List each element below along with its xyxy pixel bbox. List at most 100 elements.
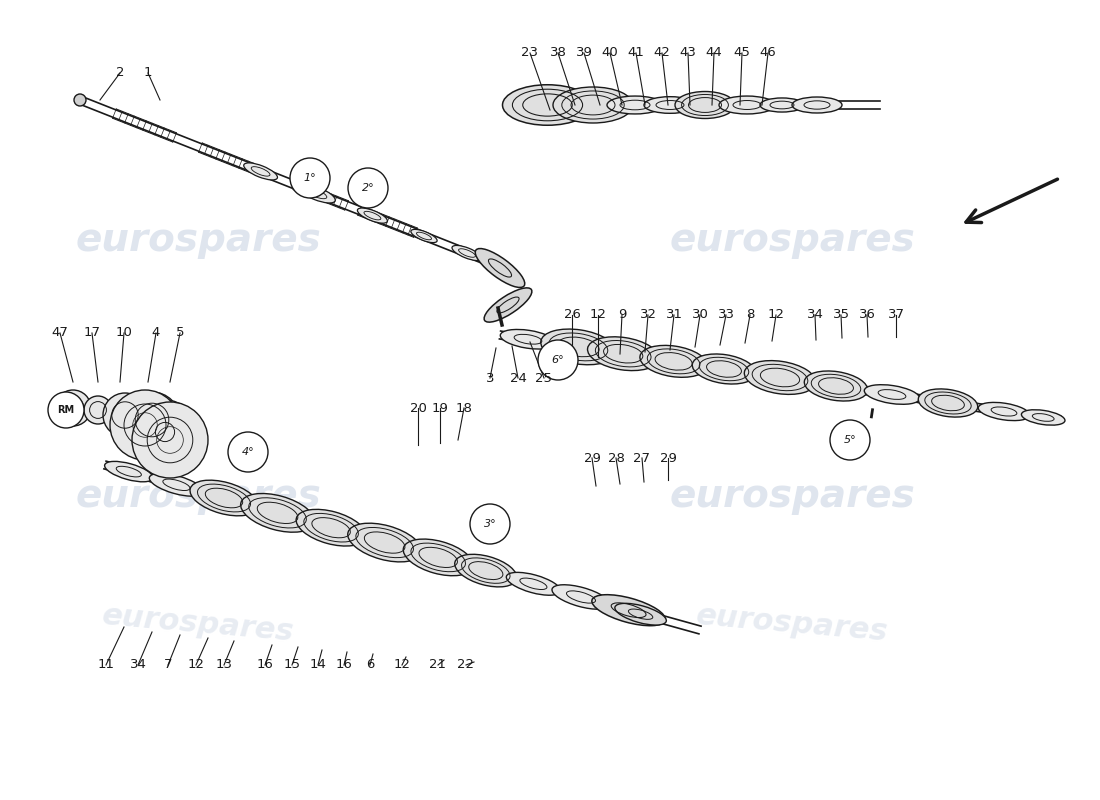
Ellipse shape	[644, 97, 696, 114]
Text: 47: 47	[52, 326, 68, 339]
Text: eurospares: eurospares	[101, 601, 295, 647]
Ellipse shape	[454, 554, 517, 587]
Ellipse shape	[404, 539, 473, 576]
Text: 24: 24	[509, 371, 527, 385]
Text: 25: 25	[536, 371, 552, 385]
Ellipse shape	[358, 208, 387, 223]
Ellipse shape	[760, 98, 804, 112]
Text: 31: 31	[666, 309, 682, 322]
Ellipse shape	[675, 91, 735, 118]
Text: 39: 39	[575, 46, 593, 59]
Text: 44: 44	[705, 46, 723, 59]
Text: 38: 38	[550, 46, 566, 59]
Text: 11: 11	[98, 658, 114, 671]
Text: 12: 12	[768, 309, 784, 322]
Ellipse shape	[484, 288, 532, 322]
Circle shape	[74, 94, 86, 106]
Text: 34: 34	[130, 658, 146, 671]
Text: 20: 20	[409, 402, 427, 414]
Circle shape	[538, 340, 578, 380]
Text: 41: 41	[628, 46, 645, 59]
Ellipse shape	[452, 246, 482, 261]
Circle shape	[830, 420, 870, 460]
Ellipse shape	[607, 96, 663, 114]
Ellipse shape	[500, 330, 556, 349]
Ellipse shape	[348, 523, 421, 562]
Ellipse shape	[719, 96, 775, 114]
Ellipse shape	[541, 329, 616, 365]
Ellipse shape	[1022, 410, 1065, 425]
Ellipse shape	[553, 87, 632, 123]
Circle shape	[124, 392, 180, 448]
Text: 5: 5	[176, 326, 185, 339]
Circle shape	[470, 504, 510, 544]
Circle shape	[290, 158, 330, 198]
Text: 37: 37	[888, 309, 904, 322]
Text: 43: 43	[680, 46, 696, 59]
Text: 22: 22	[458, 658, 474, 671]
Text: 26: 26	[563, 309, 581, 322]
Ellipse shape	[298, 184, 336, 203]
Ellipse shape	[104, 462, 153, 482]
Ellipse shape	[865, 385, 920, 404]
Text: 17: 17	[84, 326, 100, 339]
Ellipse shape	[918, 389, 978, 417]
Text: eurospares: eurospares	[75, 477, 321, 515]
Text: eurospares: eurospares	[669, 477, 915, 515]
Ellipse shape	[587, 337, 659, 370]
Circle shape	[55, 390, 91, 426]
Ellipse shape	[475, 249, 525, 287]
Text: 1°: 1°	[304, 173, 317, 183]
Text: 2: 2	[116, 66, 124, 79]
Text: 7: 7	[164, 658, 173, 671]
Text: 9: 9	[618, 309, 626, 322]
Text: 3: 3	[486, 371, 494, 385]
Text: RM: RM	[57, 405, 75, 415]
Text: 12: 12	[187, 658, 205, 671]
Text: 12: 12	[394, 658, 410, 671]
Ellipse shape	[241, 494, 315, 532]
Ellipse shape	[190, 480, 258, 516]
Text: 29: 29	[660, 451, 676, 465]
Ellipse shape	[150, 474, 204, 496]
Circle shape	[348, 168, 388, 208]
Text: 32: 32	[639, 309, 657, 322]
Text: eurospares: eurospares	[669, 221, 915, 259]
Text: 6°: 6°	[551, 355, 564, 365]
Ellipse shape	[640, 346, 707, 378]
Text: 8: 8	[746, 309, 755, 322]
Text: 16: 16	[256, 658, 274, 671]
Text: 42: 42	[653, 46, 670, 59]
Ellipse shape	[804, 371, 868, 401]
Ellipse shape	[296, 510, 366, 546]
Circle shape	[132, 402, 208, 478]
Text: 14: 14	[309, 658, 327, 671]
Ellipse shape	[506, 572, 561, 595]
Text: 33: 33	[717, 309, 735, 322]
Text: 15: 15	[284, 658, 300, 671]
Text: 35: 35	[833, 309, 849, 322]
Text: 3°: 3°	[484, 519, 496, 529]
Text: 28: 28	[607, 451, 625, 465]
Ellipse shape	[244, 163, 277, 180]
Text: 45: 45	[734, 46, 750, 59]
Circle shape	[228, 432, 268, 472]
Text: eurospares: eurospares	[75, 221, 321, 259]
Ellipse shape	[792, 97, 842, 113]
Text: 19: 19	[431, 402, 449, 414]
Ellipse shape	[978, 402, 1030, 421]
Text: 10: 10	[116, 326, 132, 339]
Text: 12: 12	[590, 309, 606, 322]
Text: 34: 34	[806, 309, 824, 322]
Text: 40: 40	[602, 46, 618, 59]
Text: 23: 23	[521, 46, 539, 59]
Ellipse shape	[592, 594, 666, 626]
Text: 1: 1	[144, 66, 152, 79]
Text: 16: 16	[336, 658, 352, 671]
Text: 21: 21	[429, 658, 447, 671]
Circle shape	[103, 393, 147, 437]
Circle shape	[48, 392, 84, 428]
Text: 18: 18	[455, 402, 472, 414]
Ellipse shape	[411, 230, 437, 242]
Text: eurospares: eurospares	[695, 601, 889, 647]
